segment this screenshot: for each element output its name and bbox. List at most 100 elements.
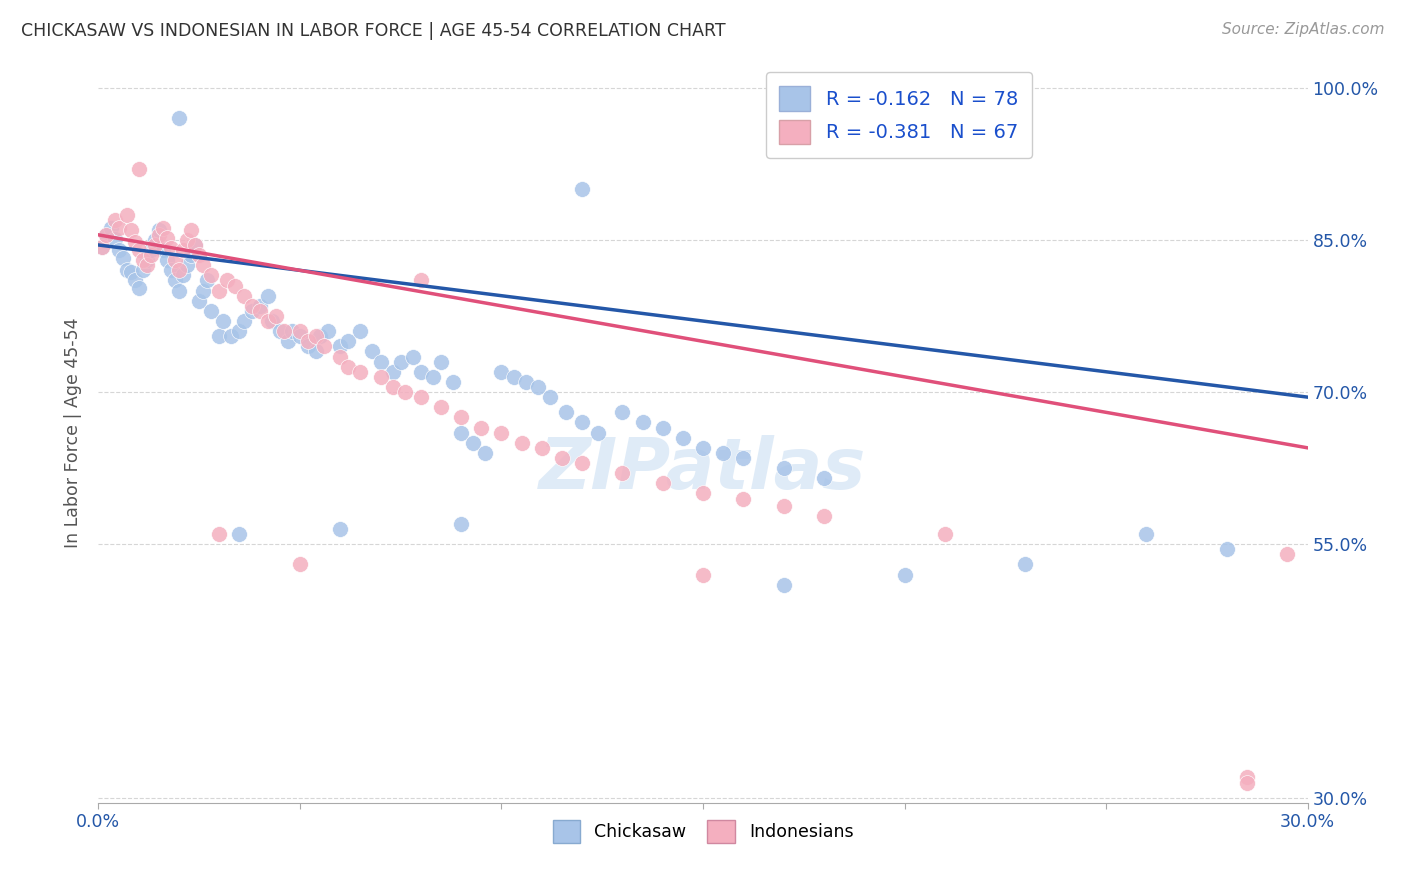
- Point: [167, 284, 190, 298]
- Point: [180, 248, 202, 262]
- Point: [232, 289, 254, 303]
- Point: [733, 491, 755, 506]
- Point: [269, 324, 291, 338]
- Point: [249, 304, 271, 318]
- Point: [128, 243, 150, 257]
- Point: [612, 405, 634, 419]
- Point: [450, 425, 472, 440]
- Point: [139, 243, 162, 257]
- Point: [180, 223, 202, 237]
- Point: [571, 416, 593, 430]
- Point: [96, 227, 118, 242]
- Point: [316, 324, 339, 338]
- Point: [934, 527, 956, 541]
- Point: [208, 329, 231, 343]
- Point: [132, 253, 155, 268]
- Point: [772, 578, 794, 592]
- Point: [1216, 542, 1239, 557]
- Point: [167, 263, 190, 277]
- Point: [176, 258, 198, 272]
- Point: [212, 314, 235, 328]
- Point: [228, 324, 250, 338]
- Text: Source: ZipAtlas.com: Source: ZipAtlas.com: [1222, 22, 1385, 37]
- Point: [163, 253, 186, 268]
- Point: [309, 329, 332, 343]
- Point: [288, 558, 311, 572]
- Point: [208, 527, 231, 541]
- Point: [409, 365, 432, 379]
- Point: [612, 466, 634, 480]
- Point: [256, 289, 278, 303]
- Point: [651, 420, 673, 434]
- Point: [450, 410, 472, 425]
- Point: [156, 253, 179, 268]
- Point: [1135, 527, 1157, 541]
- Point: [430, 401, 453, 415]
- Point: [260, 314, 283, 328]
- Point: [651, 476, 673, 491]
- Point: [305, 329, 328, 343]
- Point: [893, 567, 915, 582]
- Point: [515, 375, 537, 389]
- Point: [692, 486, 714, 500]
- Point: [510, 435, 533, 450]
- Point: [288, 329, 311, 343]
- Point: [124, 273, 146, 287]
- Point: [249, 299, 271, 313]
- Point: [107, 220, 129, 235]
- Point: [631, 416, 654, 430]
- Point: [240, 299, 263, 313]
- Point: [329, 522, 352, 536]
- Point: [184, 238, 207, 252]
- Point: [1277, 547, 1299, 561]
- Point: [813, 508, 835, 523]
- Point: [135, 253, 157, 268]
- Point: [221, 329, 243, 343]
- Point: [103, 232, 125, 246]
- Point: [208, 284, 231, 298]
- Point: [1236, 775, 1258, 789]
- Point: [297, 334, 319, 349]
- Point: [111, 251, 134, 265]
- Point: [193, 284, 215, 298]
- Point: [281, 324, 304, 338]
- Point: [176, 233, 198, 247]
- Point: [288, 324, 311, 338]
- Point: [370, 369, 392, 384]
- Point: [361, 344, 384, 359]
- Point: [409, 390, 432, 404]
- Point: [115, 263, 138, 277]
- Point: [91, 240, 114, 254]
- Point: [530, 441, 553, 455]
- Point: [264, 309, 287, 323]
- Text: CHICKASAW VS INDONESIAN IN LABOR FORCE | AGE 45-54 CORRELATION CHART: CHICKASAW VS INDONESIAN IN LABOR FORCE |…: [21, 22, 725, 40]
- Point: [463, 435, 485, 450]
- Point: [586, 425, 609, 440]
- Point: [152, 220, 174, 235]
- Point: [152, 243, 174, 257]
- Point: [193, 258, 215, 272]
- Point: [450, 516, 472, 531]
- Point: [160, 263, 183, 277]
- Point: [314, 339, 336, 353]
- Point: [217, 273, 239, 287]
- Point: [228, 527, 250, 541]
- Point: [430, 354, 453, 368]
- Point: [402, 350, 425, 364]
- Point: [240, 304, 263, 318]
- Point: [474, 446, 496, 460]
- Point: [148, 223, 170, 237]
- Point: [337, 334, 360, 349]
- Point: [277, 334, 299, 349]
- Point: [422, 369, 444, 384]
- Point: [167, 112, 190, 126]
- Point: [349, 324, 371, 338]
- Point: [195, 273, 218, 287]
- Point: [394, 385, 416, 400]
- Point: [100, 220, 122, 235]
- Point: [200, 268, 222, 283]
- Point: [128, 161, 150, 176]
- Point: [538, 390, 561, 404]
- Point: [96, 227, 118, 242]
- Point: [502, 369, 524, 384]
